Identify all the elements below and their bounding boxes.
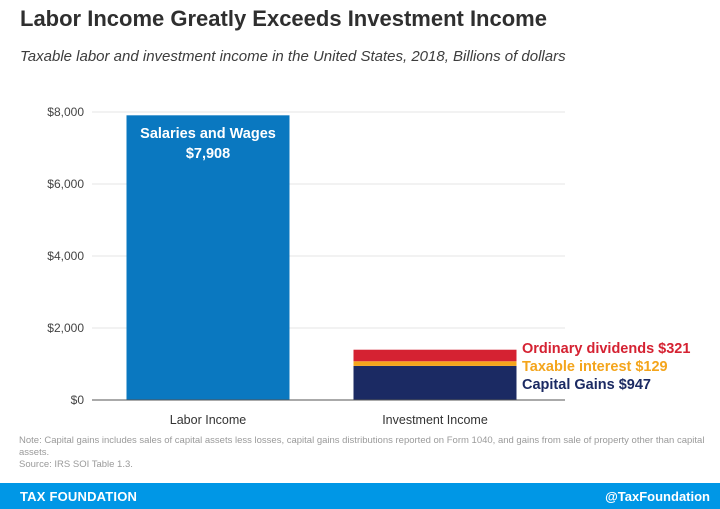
bar-capital-gains bbox=[353, 365, 517, 400]
data-label-series-name: Salaries and Wages bbox=[140, 126, 276, 142]
y-tick-label: $2,000 bbox=[47, 321, 84, 335]
bar-salaries-and-wages bbox=[126, 115, 290, 400]
y-tick-label: $4,000 bbox=[47, 249, 84, 263]
note-text: Note: Capital gains includes sales of ca… bbox=[19, 435, 705, 458]
footer-bar: TAX FOUNDATION @TaxFoundation bbox=[0, 483, 720, 509]
source-text: Source: IRS SOI Table 1.3. bbox=[19, 459, 133, 470]
bar-chart: $0 $2,000 $4,000 $6,000 $8,000 Labor Income In… bbox=[47, 105, 690, 427]
y-tick-label: $8,000 bbox=[47, 105, 84, 119]
bar-ordinary-dividends bbox=[353, 349, 517, 362]
data-label-ordinary-dividends: Ordinary dividends $321 bbox=[522, 341, 690, 357]
chart-title: Labor Income Greatly Exceeds Investment … bbox=[20, 6, 547, 31]
x-tick-label: Investment Income bbox=[382, 413, 488, 427]
data-label-capital-gains: Capital Gains $947 bbox=[522, 377, 651, 393]
bar-taxable-interest bbox=[353, 361, 517, 366]
chart-note: Note: Capital gains includes sales of ca… bbox=[19, 435, 709, 471]
y-tick-label: $6,000 bbox=[47, 177, 84, 191]
footer-brand: TAX FOUNDATION bbox=[20, 489, 138, 504]
data-label-value: $7,908 bbox=[186, 146, 230, 162]
footer-handle[interactable]: @TaxFoundation bbox=[605, 489, 710, 504]
data-label-taxable-interest: Taxable interest $129 bbox=[522, 359, 668, 375]
chart-subtitle: Taxable labor and investment income in t… bbox=[20, 48, 566, 65]
y-tick-label: $0 bbox=[71, 393, 85, 407]
x-tick-label: Labor Income bbox=[170, 413, 246, 427]
